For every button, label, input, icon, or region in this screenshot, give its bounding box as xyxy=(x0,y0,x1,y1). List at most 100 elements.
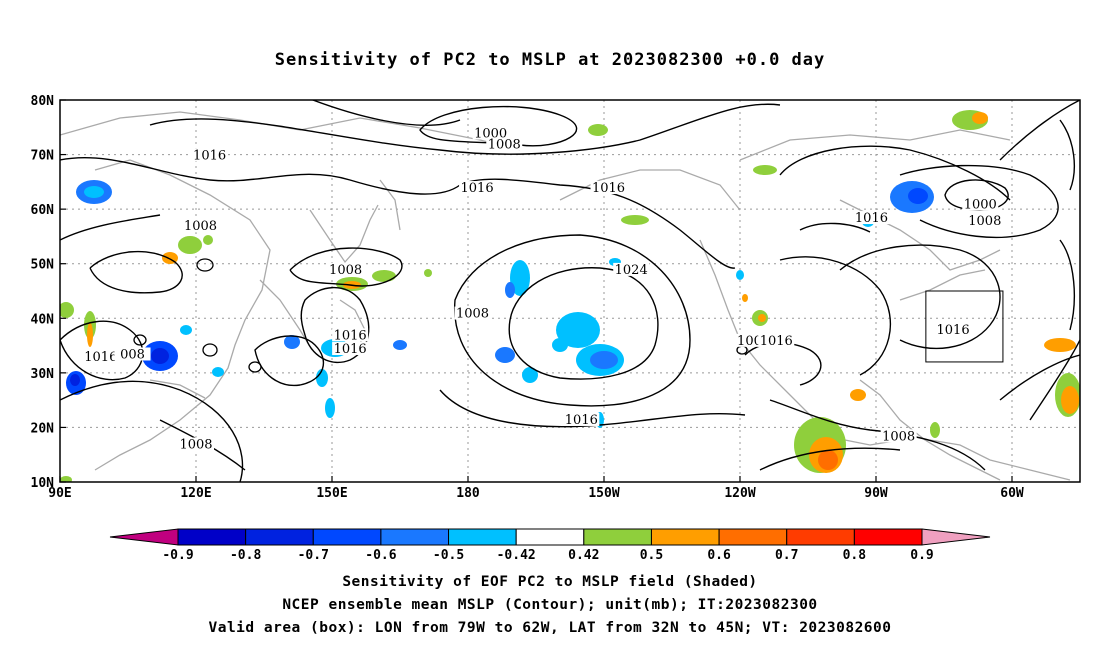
sensitivity-patch xyxy=(284,335,300,349)
mslp-contour xyxy=(779,145,1011,201)
contour-label-bg xyxy=(327,262,364,276)
contour-labels: 1000 1008 1016 1016 1016 1008 1008 1024 1008 1016… xyxy=(82,126,1003,453)
mslp-contour xyxy=(202,343,218,357)
mslp-contour xyxy=(289,247,403,287)
contour-label: 1024 xyxy=(615,263,648,278)
lat-label: 50N xyxy=(31,258,55,273)
lon-label: 150E xyxy=(316,486,347,501)
sensitivity-patch xyxy=(736,270,744,280)
mslp-contour xyxy=(999,100,1080,161)
sensitivity-patch xyxy=(316,369,328,387)
contour-label: 1008 xyxy=(179,438,212,453)
mslp-contour xyxy=(300,286,370,364)
coastline xyxy=(899,269,986,301)
sensitivity-patch xyxy=(424,269,432,277)
lon-label: 90W xyxy=(864,486,888,501)
coastline xyxy=(859,379,1001,481)
mslp-contour xyxy=(60,214,161,241)
sensitivity-patch xyxy=(70,374,80,386)
sensitivity-patch xyxy=(84,186,104,198)
mslp-contour xyxy=(254,335,325,387)
lon-label: 90E xyxy=(48,486,71,501)
mslp-contour xyxy=(799,222,871,233)
sensitivity-patch xyxy=(151,348,169,364)
contour-label-bg xyxy=(758,333,795,347)
contour-label: 1016 xyxy=(461,181,494,196)
mslp-contour xyxy=(508,267,659,380)
sensitivity-patch xyxy=(178,236,202,254)
sensitivity-patch xyxy=(325,398,335,418)
plot-area: 1000 1008 1016 1016 1016 1008 1008 1024 1008 1016… xyxy=(60,100,1080,482)
mslp-contour xyxy=(196,258,214,272)
mslp-contour xyxy=(149,103,781,155)
mslp-contour xyxy=(454,234,691,407)
lat-label: 20N xyxy=(31,421,55,436)
lat-label: 80N xyxy=(31,94,55,109)
mslp-contour xyxy=(133,334,147,346)
sensitivity-patch xyxy=(372,270,396,282)
caption-line-3: Valid area (box): LON from 79W to 62W, L… xyxy=(208,620,892,636)
mslp-contour xyxy=(779,256,892,376)
contour-label: 1008 xyxy=(329,263,362,278)
sensitivity-patch xyxy=(590,351,618,369)
contour-label: 1016 xyxy=(565,413,598,428)
contour-label: 1016 xyxy=(84,350,117,365)
contour-label: 1008 xyxy=(184,219,217,234)
coastline xyxy=(699,239,901,446)
mslp-contour xyxy=(248,361,262,373)
sensitivity-patch xyxy=(495,347,515,363)
contour-label: 1016 xyxy=(937,323,970,338)
lon-label: 120W xyxy=(724,486,755,501)
contour-label: 1000 xyxy=(964,197,997,212)
contour-label-bg xyxy=(966,213,1003,227)
contour-label: 1016 xyxy=(592,181,625,196)
lon-label: 180 xyxy=(456,486,480,501)
sensitivity-patch xyxy=(758,314,766,322)
lat-label: 10N xyxy=(31,476,55,491)
sensitivity-patch xyxy=(850,389,866,401)
plot-frame xyxy=(59,99,1081,483)
sensitivity-patch xyxy=(621,215,649,225)
sensitivity-patch xyxy=(742,294,748,302)
contour-label-bg xyxy=(613,262,650,276)
contour-label-bg xyxy=(454,306,491,320)
contour-label-bg xyxy=(182,219,219,233)
mslp-contour xyxy=(1059,119,1075,191)
contour-label-bg xyxy=(935,322,972,336)
contour-label-bg xyxy=(563,412,600,426)
sensitivity-patch xyxy=(505,282,515,298)
contour-label: 1008 xyxy=(456,307,489,322)
mslp-contour xyxy=(899,164,1059,239)
mslp-contour xyxy=(439,389,746,428)
sensitivity-patch xyxy=(552,338,568,352)
contour-label-bg xyxy=(590,181,627,195)
sensitivity-patch xyxy=(87,323,93,347)
contour-label-bg xyxy=(332,328,369,342)
contour-label-bg xyxy=(486,137,523,151)
sensitivity-patch xyxy=(1061,386,1079,414)
sensitivity-patch xyxy=(1044,338,1076,352)
lon-label: 120E xyxy=(180,486,211,501)
coastline xyxy=(94,159,271,471)
sensitivity-patch xyxy=(588,124,608,136)
lat-label: 70N xyxy=(31,149,55,164)
mslp-contour xyxy=(944,179,1009,211)
coastline xyxy=(929,439,1071,481)
contour-label: 1008 xyxy=(968,214,1001,229)
contour-label: 1016 xyxy=(334,342,367,357)
contour-label-bg xyxy=(853,211,890,225)
sensitivity-patch xyxy=(522,367,538,383)
mslp-contour xyxy=(1029,339,1080,421)
mslp-contour xyxy=(839,244,1001,350)
mslp-contour xyxy=(89,250,183,294)
coastline xyxy=(149,379,206,399)
coastline xyxy=(559,169,741,211)
contour-label: 1008 xyxy=(882,429,915,444)
coastline xyxy=(309,204,379,264)
sensitivity-patch xyxy=(180,325,192,335)
contour-label: 1016 xyxy=(193,148,226,163)
sensitivity-patch xyxy=(212,367,224,377)
sensitivity-patch xyxy=(60,476,72,482)
plot-title: Sensitivity of PC2 to MSLP at 2023082300… xyxy=(274,50,826,70)
